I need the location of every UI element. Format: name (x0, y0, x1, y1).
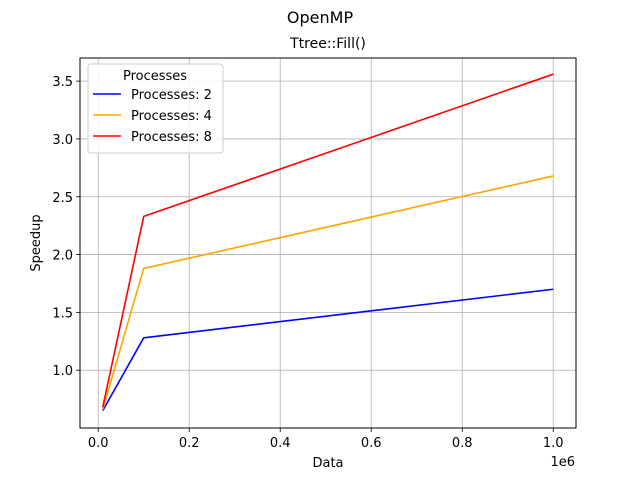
legend-box (87, 63, 224, 154)
x-tick-label: 0.4 (270, 436, 291, 451)
x-axis-ticks: 0.0 0.2 0.4 0.6 0.8 1.0 (88, 428, 564, 451)
y-axis-label: Speedup (29, 214, 44, 271)
x-tick-label: 0.8 (452, 436, 473, 451)
legend-items: Processes: 2 Processes: 4 Processes: 8 (93, 88, 212, 145)
x-tick-label: 0.2 (179, 436, 200, 451)
series-lines (101, 73, 554, 412)
series-line-2 (101, 175, 554, 410)
y-tick-label: 2.0 (52, 249, 73, 264)
plot-frame (79, 57, 577, 429)
series-line-3 (101, 73, 554, 408)
y-axis-ticks: 1.0 1.5 2.0 2.5 3.0 3.5 (52, 75, 80, 379)
legend-label-1: Processes: 2 (131, 88, 212, 103)
x-tick-label: 1.0 (543, 436, 564, 451)
x-axis-label: Data (312, 456, 343, 471)
y-tick-label: 2.5 (52, 191, 73, 206)
legend-label-2: Processes: 4 (131, 109, 212, 124)
x-tick-label: 0.6 (361, 436, 382, 451)
chart-title: Ttree::Fill() (289, 36, 366, 52)
x-axis-offset-label: 1e6 (550, 455, 575, 470)
y-tick-label: 1.0 (52, 364, 73, 379)
series-line-1 (102, 288, 554, 412)
x-tick-label: 0.0 (88, 436, 109, 451)
legend-label-3: Processes: 8 (131, 130, 212, 145)
chart-suptitle: OpenMP (287, 8, 354, 27)
y-tick-label: 1.5 (52, 306, 73, 321)
y-tick-label: 3.0 (52, 133, 73, 148)
legend-title: Processes (123, 69, 187, 84)
y-tick-label: 3.5 (52, 75, 73, 90)
